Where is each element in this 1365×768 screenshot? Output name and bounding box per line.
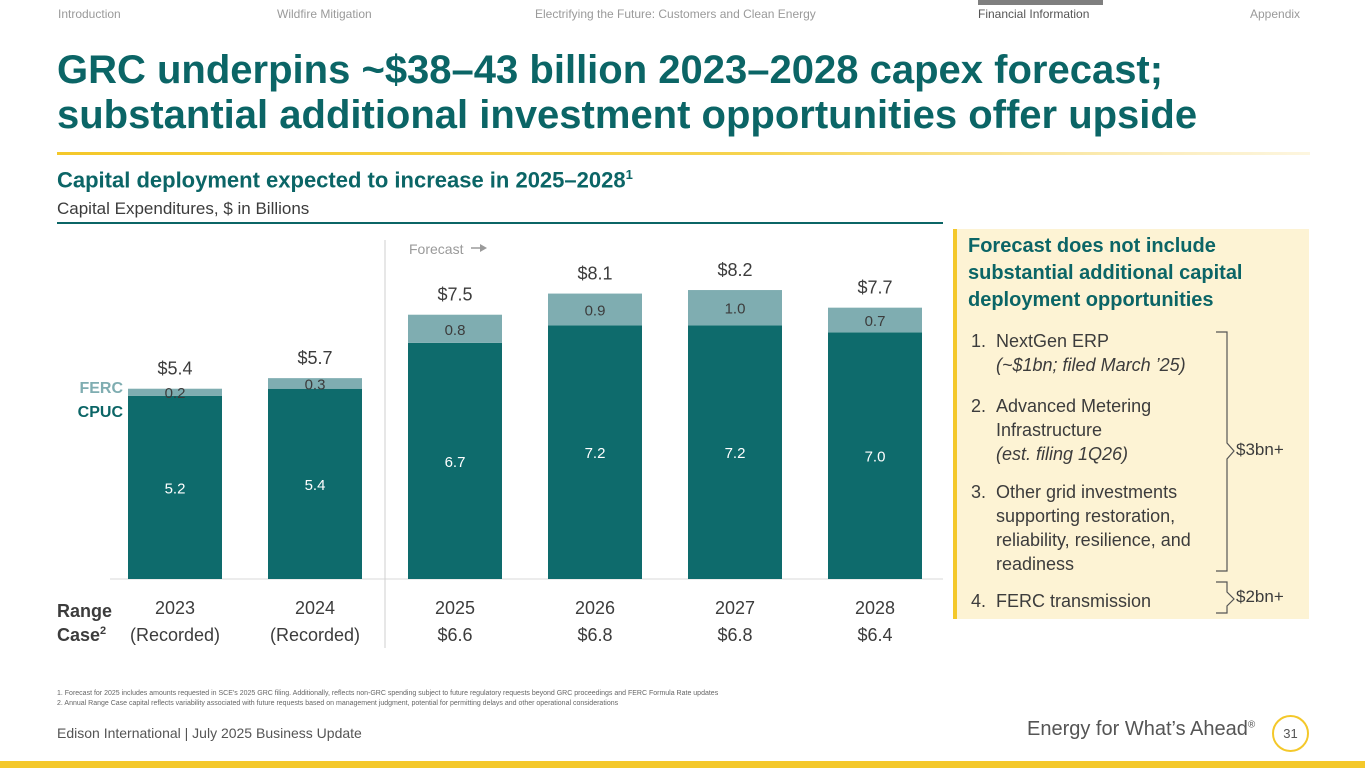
data-label-cpuc: 6.7 bbox=[445, 454, 466, 471]
list-item-body: FERC transmission bbox=[996, 589, 1226, 613]
data-label-ferc: 0.3 bbox=[305, 376, 326, 393]
list-item-text: NextGen ERP bbox=[996, 331, 1110, 351]
bar-cpuc bbox=[688, 325, 782, 579]
bracket-main-value: $3bn+ bbox=[1236, 440, 1284, 459]
x-tick-sublabel: $6.4 bbox=[857, 625, 892, 645]
main-bracket-icon bbox=[1216, 331, 1235, 572]
registered-mark: ® bbox=[1247, 719, 1256, 731]
data-label-ferc: 0.7 bbox=[865, 313, 886, 330]
list-item-number: 2. bbox=[971, 396, 987, 416]
range-case-label: Range bbox=[57, 601, 112, 621]
list-item-text: Other grid investments supporting restor… bbox=[996, 482, 1191, 574]
forecast-marker: Forecast bbox=[409, 241, 487, 257]
bar-ferc bbox=[688, 290, 782, 326]
bracket-graphics bbox=[1216, 331, 1235, 614]
nav-item-financial-information[interactable]: Financial Information bbox=[978, 7, 1090, 21]
list-item-body: Advanced Metering Infrastructure (est. f… bbox=[996, 394, 1196, 466]
forecast-label: Forecast bbox=[409, 241, 464, 257]
nav-item-wildfire-mitigation[interactable]: Wildfire Mitigation bbox=[277, 7, 372, 21]
forecast-arrow-icon bbox=[480, 244, 487, 252]
nav-item-appendix[interactable]: Appendix bbox=[1250, 7, 1301, 21]
range-case-label-line2: Case2 bbox=[57, 625, 106, 645]
bar-cpuc bbox=[828, 332, 922, 579]
list-item-note: (~$1bn; filed March ’25) bbox=[996, 355, 1186, 375]
top-navigation: Introduction Wildfire Mitigation Electri… bbox=[0, 0, 1365, 28]
data-label-total: $5.4 bbox=[157, 359, 192, 379]
list-item-number: 1. bbox=[971, 331, 987, 351]
nav-item-introduction[interactable]: Introduction bbox=[58, 7, 121, 21]
page-title: GRC underpins ~$38–43 billion 2023–2028 … bbox=[57, 48, 1198, 137]
data-label-cpuc: 5.2 bbox=[165, 480, 186, 497]
chart-subtitle-text: Capital deployment expected to increase … bbox=[57, 167, 626, 193]
data-label-total: $8.1 bbox=[577, 264, 612, 284]
bar-cpuc bbox=[128, 395, 222, 579]
brand-tagline: Energy for What’s Ahead® bbox=[1027, 718, 1255, 741]
footnotes: 1. Forecast for 2025 includes amounts re… bbox=[57, 689, 718, 709]
opportunities-panel: Forecast does not include substantial ad… bbox=[953, 229, 1309, 619]
data-label-cpuc: 7.2 bbox=[725, 445, 746, 462]
data-label-total: $5.7 bbox=[297, 348, 332, 368]
chart-subtitle-footnote-ref: 1 bbox=[625, 167, 633, 182]
list-item-note: (est. filing 1Q26) bbox=[996, 444, 1129, 464]
list-item-body: Other grid investments supporting restor… bbox=[996, 480, 1216, 576]
legend-cpuc: CPUC bbox=[78, 404, 124, 421]
title-divider bbox=[57, 152, 1310, 155]
bar-cpuc bbox=[268, 388, 362, 579]
chart-unit-label: Capital Expenditures, $ in Billions bbox=[57, 199, 310, 218]
data-label-cpuc: 7.0 bbox=[865, 449, 886, 466]
legend-ferc: FERC bbox=[79, 380, 123, 397]
x-tick-label: 2026 bbox=[575, 598, 615, 618]
x-tick-sublabel: $6.6 bbox=[437, 625, 472, 645]
bar-cpuc bbox=[548, 325, 642, 579]
x-tick-label: 2025 bbox=[435, 598, 475, 618]
bar-ferc bbox=[548, 293, 642, 326]
panel-heading: Forecast does not include substantial ad… bbox=[968, 235, 1243, 311]
chart-subtitle: Capital deployment expected to increase … bbox=[57, 167, 633, 193]
data-label-ferc: 1.0 bbox=[725, 301, 746, 318]
data-label-cpuc: 7.2 bbox=[585, 445, 606, 462]
bar-ferc bbox=[408, 314, 502, 343]
x-tick-sublabel: $6.8 bbox=[577, 625, 612, 645]
x-tick-sublabel: (Recorded) bbox=[270, 625, 360, 645]
range-case-label-word: Case bbox=[57, 625, 100, 645]
data-label-cpuc: 5.4 bbox=[305, 477, 326, 494]
x-tick-label: 2027 bbox=[715, 598, 755, 618]
footnote-2: 2. Annual Range Case capital reflects va… bbox=[57, 700, 619, 707]
bar-group: 5.2 0.2 $5.4 2023 (Recorded) 5.4 0.3 $5.7 2024 (R… bbox=[128, 260, 922, 645]
nav-item-electrifying-the-future[interactable]: Electrifying the Future: Customers and C… bbox=[535, 7, 816, 21]
footer-company-date: Edison International | July 2025 Busines… bbox=[57, 725, 362, 741]
brand-tagline-text: Energy for What’s Ahead bbox=[1027, 718, 1248, 740]
data-label-ferc: 0.9 bbox=[585, 302, 606, 319]
data-label-ferc: 0.2 bbox=[165, 385, 186, 402]
bracket-ferc-value: $2bn+ bbox=[1236, 587, 1284, 606]
x-tick-sublabel: $6.8 bbox=[717, 625, 752, 645]
bottom-accent-bar bbox=[0, 761, 1365, 768]
list-item-body: NextGen ERP (~$1bn; filed March ’25) bbox=[996, 329, 1226, 377]
x-tick-sublabel: (Recorded) bbox=[130, 625, 220, 645]
nav-active-indicator bbox=[978, 0, 1103, 5]
bar-ferc bbox=[268, 378, 362, 389]
bar-ferc bbox=[828, 307, 922, 333]
ferc-bracket-icon bbox=[1216, 581, 1235, 614]
x-tick-label: 2024 bbox=[295, 598, 335, 618]
data-label-total: $7.7 bbox=[857, 278, 892, 298]
x-tick-label: 2028 bbox=[855, 598, 895, 618]
list-item-text: FERC transmission bbox=[996, 591, 1152, 611]
data-label-total: $7.5 bbox=[437, 285, 472, 305]
list-item-number: 3. bbox=[971, 482, 987, 502]
data-label-total: $8.2 bbox=[717, 260, 752, 280]
footnote-1: 1. Forecast for 2025 includes amounts re… bbox=[57, 690, 719, 697]
chart-header-divider bbox=[57, 222, 943, 224]
list-item-number: 4. bbox=[971, 591, 987, 611]
bar-cpuc bbox=[408, 342, 502, 579]
bar-ferc bbox=[128, 388, 222, 396]
list-item-text: Advanced Metering Infrastructure bbox=[996, 396, 1152, 440]
x-tick-label: 2023 bbox=[155, 598, 195, 618]
data-label-ferc: 0.8 bbox=[445, 322, 466, 339]
page-number: 31 bbox=[1272, 715, 1309, 752]
range-case-footnote-ref: 2 bbox=[100, 625, 106, 637]
